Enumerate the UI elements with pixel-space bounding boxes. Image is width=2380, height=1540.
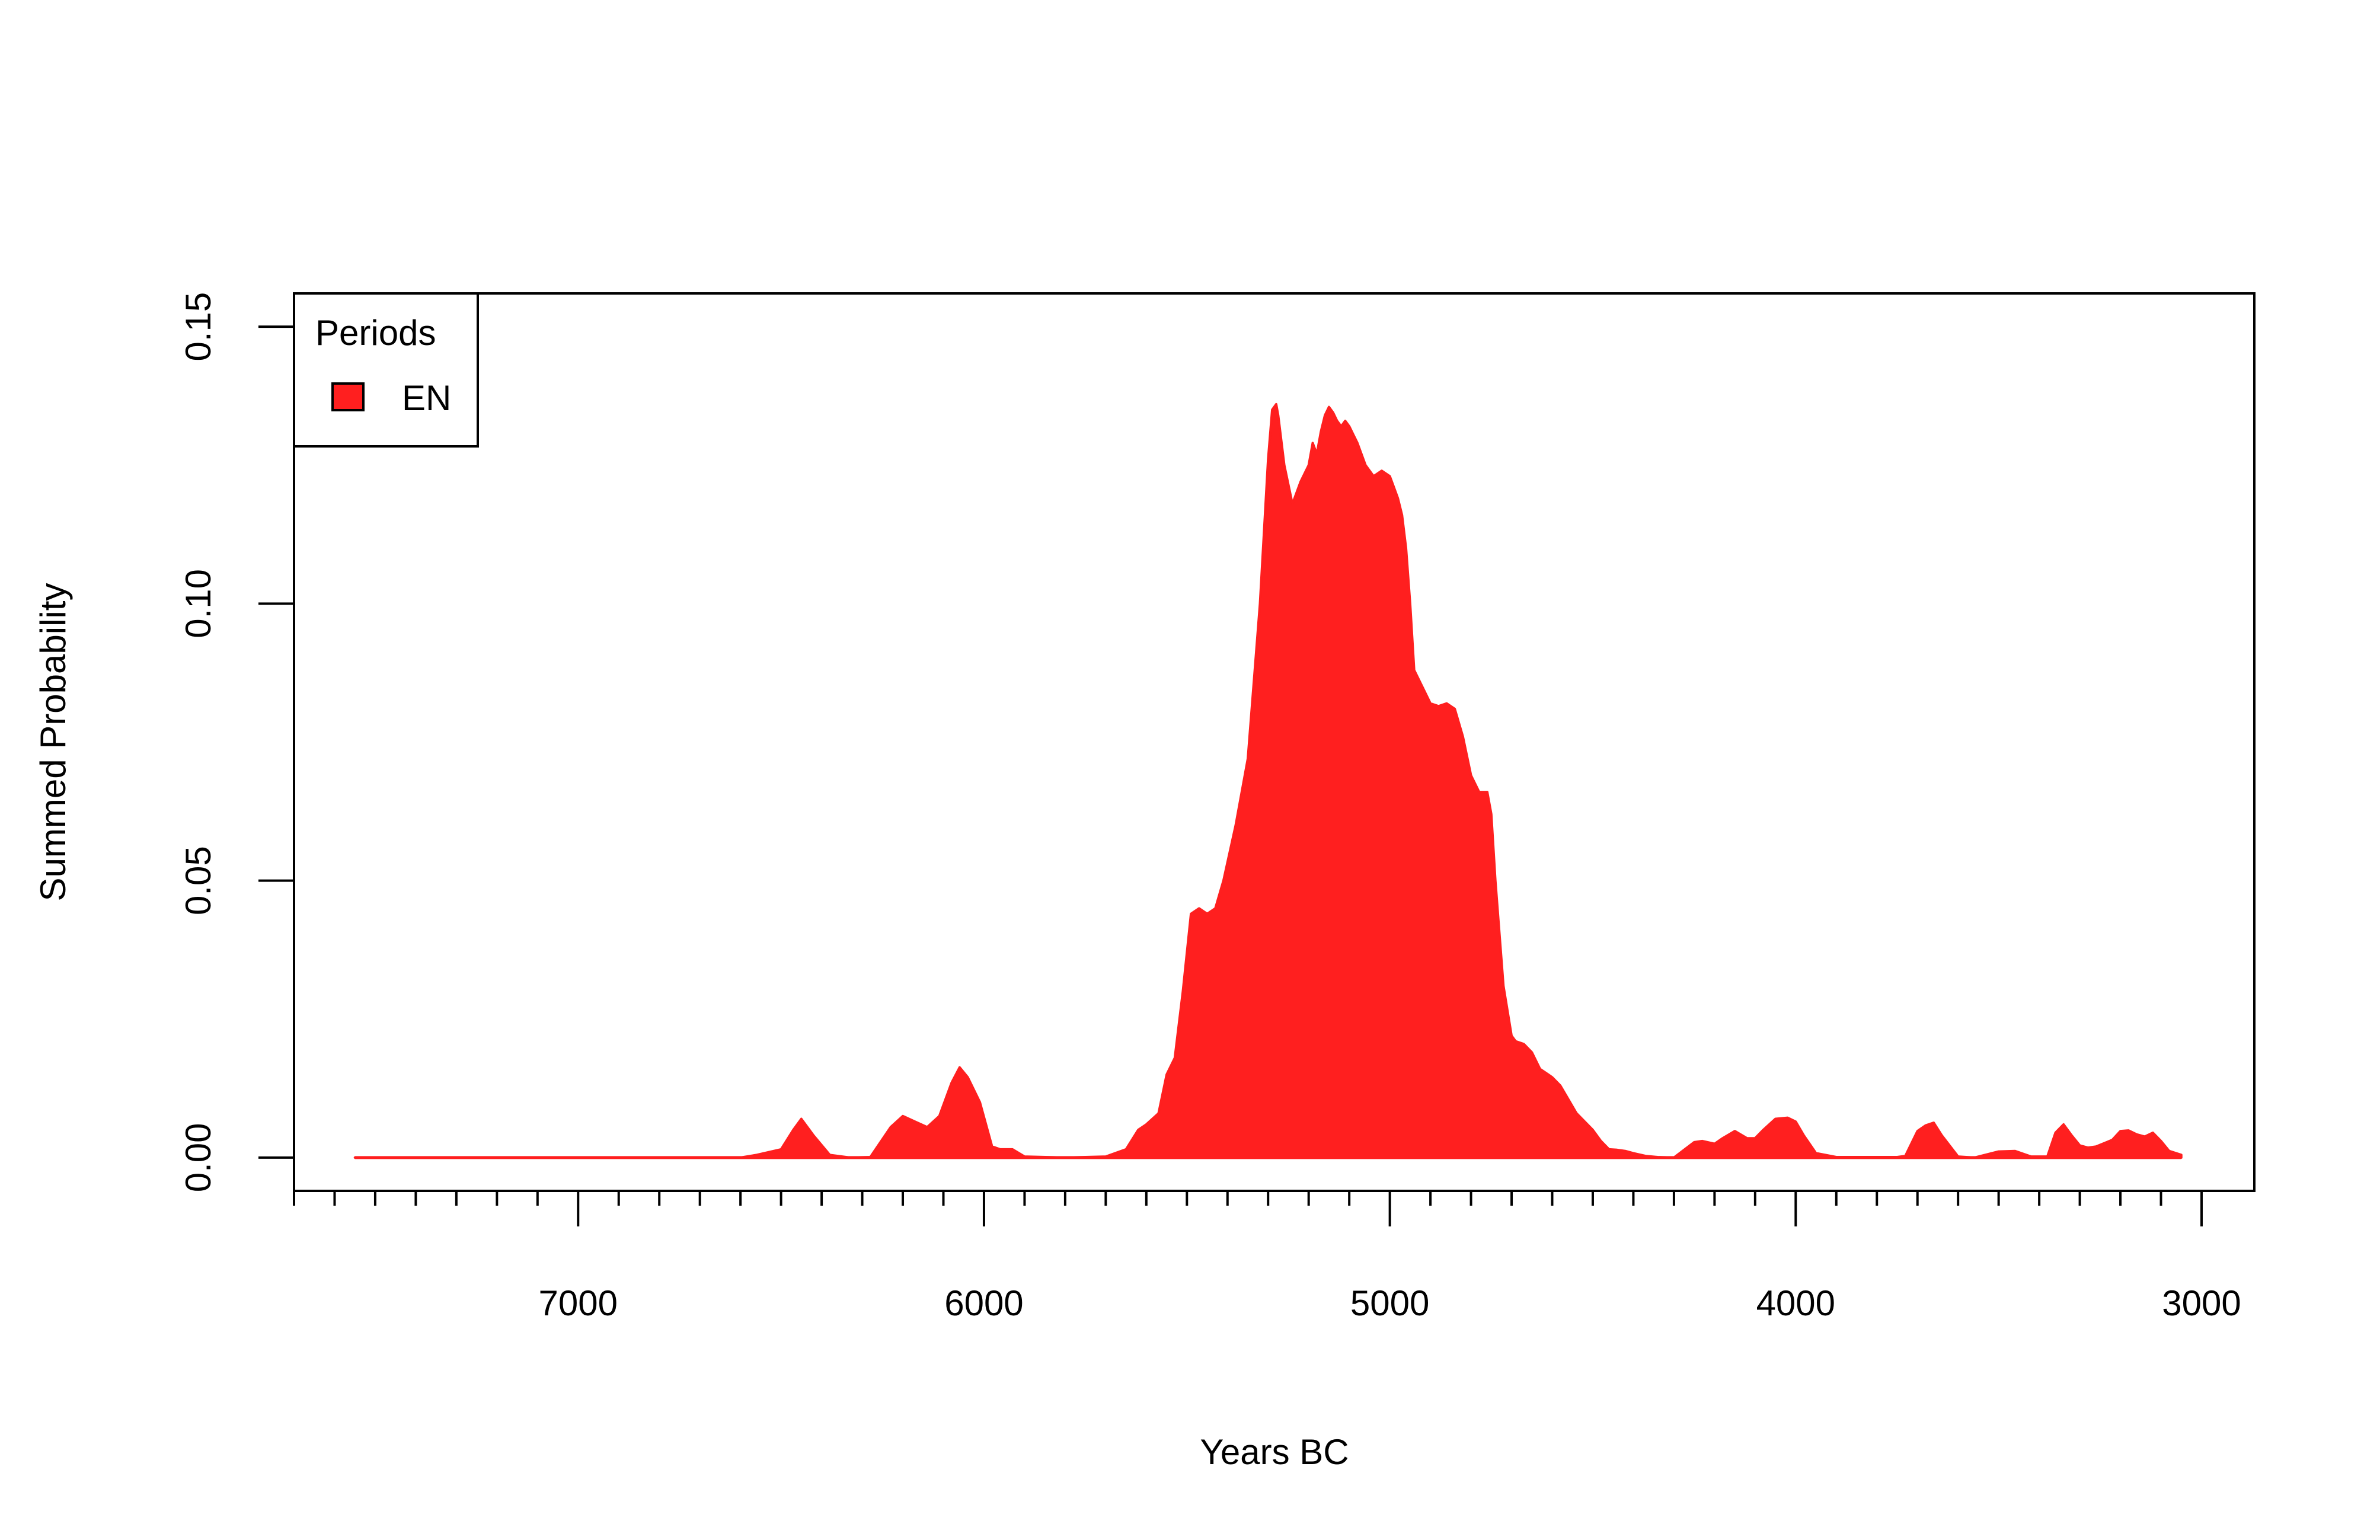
y-tick-label: 0.15 — [178, 292, 218, 362]
series-area-layer — [353, 402, 2183, 1159]
y-tick-label: 0.00 — [178, 1123, 218, 1193]
x-tick-label: 4000 — [1756, 1283, 1835, 1323]
x-axis: 7000 6000 5000 4000 3000 — [293, 1190, 2241, 1323]
y-tick-label: 0.10 — [178, 569, 218, 638]
legend: Periods EN — [293, 292, 479, 448]
x-tick-label: 7000 — [539, 1283, 618, 1323]
legend-title: Periods — [315, 313, 436, 353]
x-tick-label: 3000 — [2162, 1283, 2241, 1323]
x-axis-title: Years BC — [1200, 1432, 1349, 1472]
legend-item-en: EN — [402, 378, 451, 418]
y-tick-label: 0.05 — [178, 846, 218, 915]
legend-swatch-en — [331, 382, 365, 411]
y-axis-title: Summed Probability — [33, 583, 73, 902]
x-tick-label: 6000 — [944, 1283, 1023, 1323]
y-axis: 0.00 0.05 0.10 0.15 — [178, 292, 295, 1193]
legend-box — [293, 292, 479, 448]
x-tick-label: 5000 — [1350, 1283, 1429, 1323]
